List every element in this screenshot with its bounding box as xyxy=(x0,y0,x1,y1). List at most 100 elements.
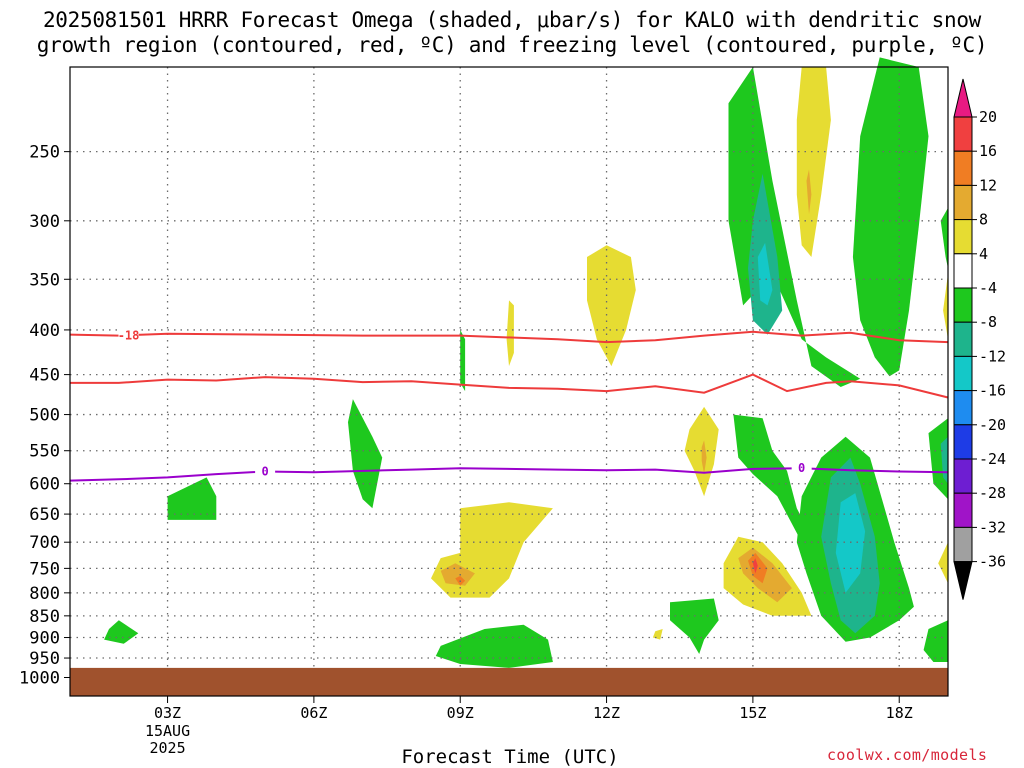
y-tick-label-250: 250 xyxy=(29,143,60,163)
contour-label-0-b: 0 xyxy=(798,461,805,475)
x-axis-label: Forecast Time (UTC) xyxy=(401,746,619,768)
omega-region-2 xyxy=(757,242,773,306)
y-tick-label-1000: 1000 xyxy=(19,668,60,688)
colorbar-label-10: -24 xyxy=(979,450,1006,468)
colorbar-bin-6 xyxy=(953,287,973,323)
y-tick-label-300: 300 xyxy=(29,212,60,232)
omega-region-10 xyxy=(923,620,948,662)
omega-region-24 xyxy=(943,273,948,340)
plot-frame xyxy=(69,66,949,697)
x-tick-label-09Z: 09Z xyxy=(447,704,474,722)
y-tick-label-750: 750 xyxy=(29,559,60,579)
colorbar-bin-12 xyxy=(953,492,973,528)
colorbar-label-2: 12 xyxy=(979,176,997,194)
x-tick-sublabel-0: 15AUG xyxy=(145,722,190,740)
colorbar-label-1: 16 xyxy=(979,142,997,160)
omega-region-22 xyxy=(684,406,719,497)
colorbar-label-5: -4 xyxy=(979,279,997,297)
x-tick-label-03Z: 03Z xyxy=(154,704,181,722)
colorbar-bin-7 xyxy=(953,321,973,357)
x-tick-label-15Z: 15Z xyxy=(739,704,766,722)
colorbar-label-6: -8 xyxy=(979,313,997,331)
y-tick-label-800: 800 xyxy=(29,584,60,604)
y-tick-label-500: 500 xyxy=(29,406,60,426)
colorbar-arrow-bottom xyxy=(953,561,973,600)
y-tick-label-950: 950 xyxy=(29,649,60,669)
axes: 2503003504004505005506006507007508008509… xyxy=(19,66,949,757)
omega-region-3 xyxy=(852,57,929,377)
colorbar-label-9: -20 xyxy=(979,416,1006,434)
colorbar-label-7: -12 xyxy=(979,347,1006,365)
omega-region-29 xyxy=(652,629,663,640)
omega-region-0 xyxy=(728,67,861,387)
contour-label-0-a: 0 xyxy=(261,465,268,479)
omega-region-19 xyxy=(806,169,812,215)
chart-title-line-1: 2025081501 HRRR Forecast Omega (shaded, … xyxy=(42,8,982,32)
colorbar-bin-1 xyxy=(953,116,973,152)
contour-label--18: -18 xyxy=(118,329,140,343)
omega-region-5 xyxy=(670,598,719,654)
colorbar-label-11: -28 xyxy=(979,484,1006,502)
chart-title-line-2: growth region (contoured, red, ºC) and f… xyxy=(36,33,988,57)
colorbar-bin-11 xyxy=(953,458,973,494)
colorbar-bin-13 xyxy=(953,526,973,563)
omega-region-4 xyxy=(940,207,948,269)
colorbar-label-12: -32 xyxy=(979,518,1006,536)
omega-region-16 xyxy=(104,620,139,644)
colorbar-label-13: -36 xyxy=(979,553,1006,571)
ground-below-surface xyxy=(70,667,948,696)
colorbar-label-0: 20 xyxy=(979,108,997,126)
y-tick-label-550: 550 xyxy=(29,442,60,462)
colorbar-label-4: 4 xyxy=(979,245,988,263)
chart-title: 2025081501 HRRR Forecast Omega (shaded, … xyxy=(0,8,1024,58)
omega-region-33 xyxy=(752,558,758,574)
colorbar-label-8: -16 xyxy=(979,382,1006,400)
omega-region-32 xyxy=(748,552,768,584)
contour--12 xyxy=(70,373,949,399)
y-tick-label-450: 450 xyxy=(29,366,60,386)
contour-label-0-b-bg xyxy=(791,460,812,475)
grid-lines xyxy=(70,67,948,696)
colorbar-bin-8 xyxy=(953,355,973,392)
y-tick-label-900: 900 xyxy=(29,629,60,649)
colorbar-bin-5 xyxy=(953,253,973,289)
x-tick-sublabel-1: 2025 xyxy=(149,739,185,757)
x-tick-label-12Z: 12Z xyxy=(593,704,620,722)
omega-region-20 xyxy=(506,300,514,367)
omega-region-25 xyxy=(938,542,948,584)
x-tick-label-18Z: 18Z xyxy=(886,704,913,722)
omega-region-13 xyxy=(460,329,466,392)
omega-region-11 xyxy=(928,418,948,500)
y-tick-label-850: 850 xyxy=(29,607,60,627)
contour-0 xyxy=(69,467,949,482)
x-tick-label-06Z: 06Z xyxy=(300,704,327,722)
colorbar-bin-3 xyxy=(953,184,973,221)
omega-shading xyxy=(104,57,948,668)
ground-layer xyxy=(70,667,948,696)
y-tick-label-650: 650 xyxy=(29,505,60,525)
colorbar-arrow-top xyxy=(953,78,973,118)
omega-region-15 xyxy=(167,477,217,520)
colorbar-bin-4 xyxy=(953,219,973,255)
contour-lines: -18 0 0 xyxy=(69,327,949,482)
contour-label-0-a-bg xyxy=(255,463,276,478)
omega-region-21 xyxy=(587,245,636,367)
y-tick-label-700: 700 xyxy=(29,533,60,553)
colorbar-bin-2 xyxy=(953,150,973,186)
y-tick-label-600: 600 xyxy=(29,475,60,495)
omega-region-27 xyxy=(440,563,475,586)
contour-label--18-bg xyxy=(118,327,139,342)
colorbar-label-3: 8 xyxy=(979,211,988,229)
omega-region-18 xyxy=(796,67,831,257)
colorbar-bin-10 xyxy=(953,424,973,460)
omega-region-14 xyxy=(348,399,383,509)
omega-region-23 xyxy=(701,440,707,475)
omega-region-17 xyxy=(435,624,553,668)
contour--18 xyxy=(69,330,949,344)
y-tick-label-350: 350 xyxy=(29,270,60,290)
colorbar: 20 16 12 8 4 -4 -8 -12 -16 -20 -24 -28 -32 -36 xyxy=(953,78,1006,600)
credit-link[interactable]: coolwx.com/models xyxy=(827,746,988,764)
colorbar-bin-9 xyxy=(953,390,973,426)
y-tick-label-400: 400 xyxy=(29,321,60,341)
